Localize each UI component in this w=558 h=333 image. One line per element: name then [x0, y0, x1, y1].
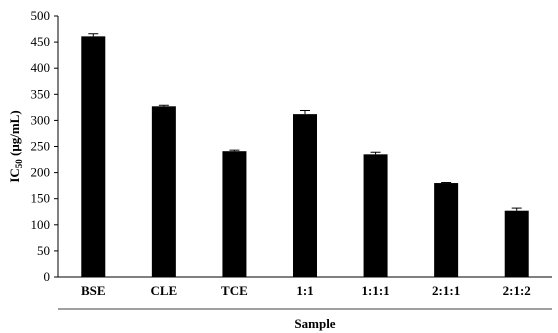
y-axis: 0 50 100 150 200 250 300 350 400 450 500: [31, 8, 59, 284]
y-tick-label: 150: [31, 191, 51, 206]
y-tick-label: 50: [37, 243, 50, 258]
y-tick-label: 400: [31, 60, 51, 75]
bar: [293, 114, 317, 277]
y-axis-title: IC50 (μg/mL): [7, 110, 24, 182]
bars: [81, 33, 529, 277]
bar: [434, 183, 459, 277]
y-tick-label: 100: [31, 217, 51, 232]
bar: [363, 154, 388, 277]
y-tick-label: 200: [31, 165, 51, 180]
y-axis-title-subscript: 50: [14, 159, 24, 169]
x-category-label: BSE: [81, 283, 106, 298]
y-tick-label: 250: [31, 139, 51, 154]
x-category-label: TCE: [221, 283, 248, 298]
x-category-label: 2:1:1: [432, 283, 460, 298]
y-tick-label: 450: [31, 34, 51, 49]
x-category-label: 1:1: [296, 283, 313, 298]
x-category-label: 2:1:2: [503, 283, 531, 298]
bar: [504, 210, 529, 277]
y-tick-label: 0: [44, 269, 51, 284]
x-category-label: CLE: [150, 283, 177, 298]
x-axis: BSE CLE TCE 1:1 1:1:1 2:1:1 2:1:2: [58, 276, 552, 298]
x-axis-title: Sample: [294, 316, 335, 331]
bar: [151, 106, 176, 277]
y-tick-label: 300: [31, 112, 51, 127]
x-category-label: 1:1:1: [361, 283, 389, 298]
bar: [222, 151, 247, 277]
bar: [81, 36, 106, 277]
y-axis-title-unit: (μg/mL): [7, 110, 22, 159]
y-axis-title-main: IC: [7, 168, 22, 182]
y-tick-label: 500: [31, 8, 51, 23]
y-tick-label: 350: [31, 86, 51, 101]
